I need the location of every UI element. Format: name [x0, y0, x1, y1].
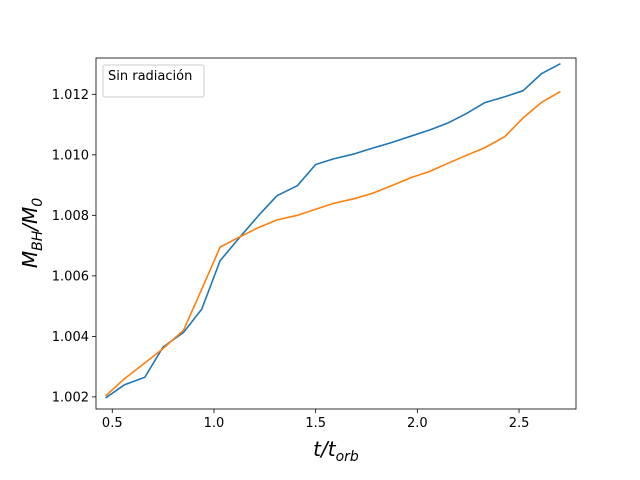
y-tick-label: 1.006 [52, 269, 89, 284]
x-tick-label: 2.5 [509, 416, 530, 431]
x-tick-label: 0.5 [102, 416, 123, 431]
series-line-2 [105, 90, 561, 397]
x-axis-label: t/torb [313, 437, 359, 465]
series-line-1 [105, 62, 561, 399]
y-axis-label: MBH/M0 [18, 198, 46, 268]
x-tick-label: 1.5 [305, 416, 326, 431]
y-tick-label: 1.008 [52, 209, 89, 224]
legend-entry: Sin radiación [108, 69, 192, 84]
y-tick-label: 1.002 [52, 390, 89, 405]
legend-box [102, 64, 205, 98]
series-layer [105, 62, 561, 399]
y-tick-label: 1.010 [52, 148, 89, 163]
y-axis-ticks: 1.002 1.004 1.006 1.008 1.010 1.012 [52, 88, 96, 405]
legend: Sin radiación [102, 64, 205, 98]
x-tick-label: 2.0 [407, 416, 428, 431]
y-tick-label: 1.012 [52, 88, 89, 103]
plot-frame [95, 57, 577, 410]
x-axis-ticks: 0.5 1.0 1.5 2.0 2.5 [102, 409, 529, 431]
y-tick-label: 1.004 [52, 330, 89, 345]
x-tick-label: 1.0 [204, 416, 225, 431]
